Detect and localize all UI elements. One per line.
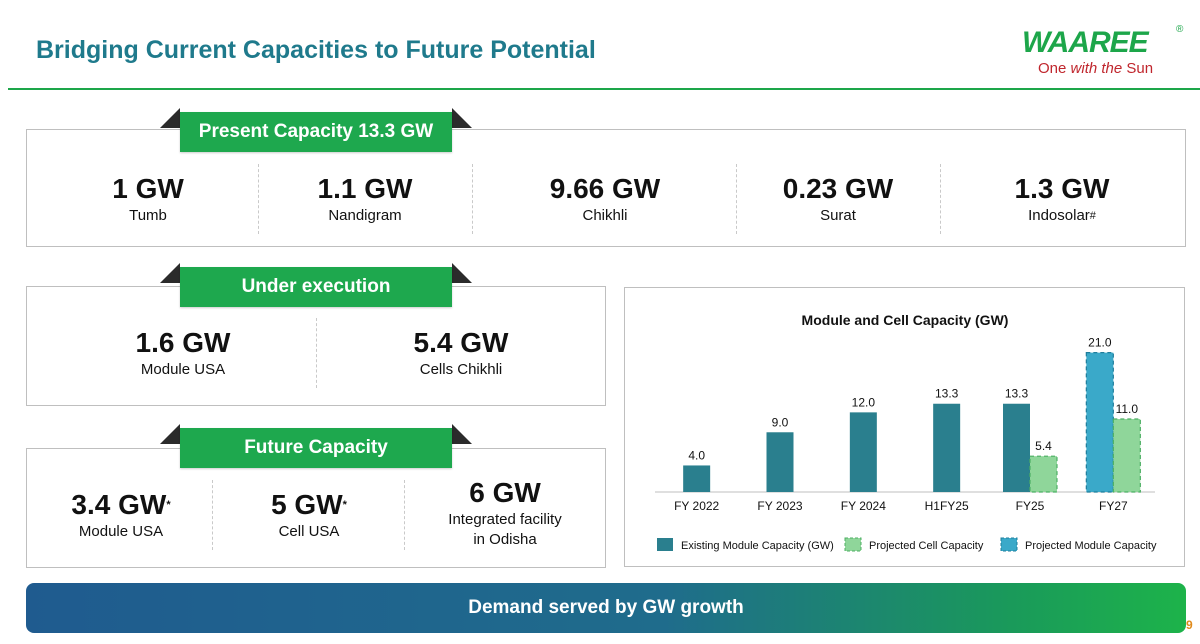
execution-module-usa: 1.6 GW Module USA: [40, 326, 326, 380]
capacity-label: Module USA: [140, 361, 226, 378]
data-label: 9.0: [772, 415, 789, 429]
bar-projected-module: [1085, 352, 1114, 493]
capacity-label: Module USA: [78, 523, 164, 540]
capacity-label: Cells Chikhli: [419, 361, 503, 378]
bar-existing-module: [683, 465, 711, 492]
tab-fold-right: [452, 108, 472, 128]
bar-existing-module: [933, 403, 961, 492]
x-tick-label: FY 2023: [757, 499, 802, 513]
x-tick-label: FY25: [1016, 499, 1045, 513]
legend-swatch: [844, 537, 862, 552]
waaree-logo: WAAREE ® One with the Sun: [1012, 20, 1187, 80]
x-tick-label: FY 2024: [841, 499, 886, 513]
column-divider: [940, 164, 941, 234]
chart-title: Module and Cell Capacity (GW): [802, 312, 1009, 328]
site-name: Nandigram: [328, 207, 402, 224]
present-capacity-tab: Present Capacity 13.3 GW: [180, 112, 452, 152]
logo-tagline: One with the Sun: [1038, 60, 1154, 77]
data-label: 4.0: [688, 448, 705, 462]
future-odisha: 6 GW Integrated facility in Odisha: [406, 476, 604, 550]
site-indosolar: 1.3 GW Indosolar#: [942, 172, 1182, 226]
site-capacity: 1.3 GW: [1014, 173, 1110, 204]
column-divider: [212, 480, 213, 550]
logo-registered-mark: ®: [1176, 24, 1184, 35]
legend-label: Existing Module Capacity (GW): [681, 540, 834, 552]
site-name: Surat: [820, 207, 856, 224]
bar-existing-module: [849, 412, 877, 492]
footnote-mark: *: [342, 499, 347, 511]
capacity-value: 5.4 GW: [413, 327, 509, 358]
bar-projected-cell: [1112, 418, 1141, 493]
legend-swatch: [657, 538, 673, 551]
site-name: Tumb: [129, 207, 167, 224]
data-label: 5.4: [1035, 439, 1052, 453]
bar-existing-module: [766, 432, 794, 492]
future-capacity-tab: Future Capacity: [180, 428, 452, 468]
bar-projected-cell: [1029, 455, 1058, 493]
header-rule: [8, 88, 1200, 90]
tab-fold-left: [160, 424, 180, 444]
site-surat: 0.23 GW Surat: [738, 172, 938, 226]
tab-fold-right: [452, 424, 472, 444]
page-number: 9: [1186, 618, 1193, 632]
site-capacity: 9.66 GW: [549, 173, 661, 204]
legend-label: Projected Cell Capacity: [869, 540, 984, 552]
tab-fold-left: [160, 108, 180, 128]
demand-banner: Demand served by GW growth: [26, 583, 1186, 633]
column-divider: [404, 480, 405, 550]
site-chikhli: 9.66 GW Chikhli: [474, 172, 736, 226]
data-label: 12.0: [852, 395, 876, 409]
capacity-value: 6 GW: [469, 477, 541, 508]
capacity-chart: Module and Cell Capacity (GW) FY 2022 4.0…: [624, 287, 1185, 567]
x-tick-label: FY 2022: [674, 499, 719, 513]
execution-cells-chikhli: 5.4 GW Cells Chikhli: [318, 326, 604, 380]
under-execution-tab: Under execution: [180, 267, 452, 307]
footnote-mark: *: [166, 499, 171, 511]
bar-existing-module: [1003, 403, 1030, 492]
site-name: Chikhli: [582, 207, 628, 224]
site-capacity: 1.1 GW: [317, 173, 413, 204]
x-tick-label: FY27: [1099, 499, 1128, 513]
column-divider: [472, 164, 473, 234]
site-nandigram: 1.1 GW Nandigram: [260, 172, 470, 226]
capacity-value: 1.6 GW: [135, 327, 231, 358]
capacity-label: Integrated facility: [448, 511, 562, 528]
site-capacity: 1 GW: [112, 173, 184, 204]
capacity-value: 5 GW*: [271, 489, 347, 520]
data-label: 21.0: [1088, 336, 1112, 350]
capacity-chart-svg: Module and Cell Capacity (GW) FY 2022 4.0…: [655, 312, 1157, 552]
site-name: Indosolar#: [1028, 207, 1096, 224]
future-cell-usa: 5 GW* Cell USA: [214, 488, 404, 542]
footnote-mark: #: [1089, 210, 1096, 222]
capacity-label-line2: in Odisha: [473, 531, 537, 548]
x-tick-label: H1FY25: [925, 499, 969, 513]
column-divider: [736, 164, 737, 234]
data-label: 11.0: [1116, 402, 1139, 416]
column-divider: [258, 164, 259, 234]
data-label: 13.3: [935, 387, 959, 401]
site-capacity: 0.23 GW: [782, 173, 894, 204]
tab-fold-right: [452, 263, 472, 283]
legend-swatch: [1000, 537, 1018, 552]
data-label: 13.3: [1005, 387, 1029, 401]
legend-label: Projected Module Capacity: [1025, 540, 1157, 552]
capacity-value: 3.4 GW*: [71, 489, 171, 520]
tab-fold-left: [160, 263, 180, 283]
site-tumb: 1 GW Tumb: [40, 172, 256, 226]
capacity-label: Cell USA: [278, 523, 340, 540]
future-capacity-panel: [26, 448, 606, 568]
column-divider: [316, 318, 317, 388]
logo-wordmark: WAAREE: [1022, 26, 1149, 59]
future-module-usa: 3.4 GW* Module USA: [30, 488, 212, 542]
page-title: Bridging Current Capacities to Future Po…: [36, 36, 596, 64]
